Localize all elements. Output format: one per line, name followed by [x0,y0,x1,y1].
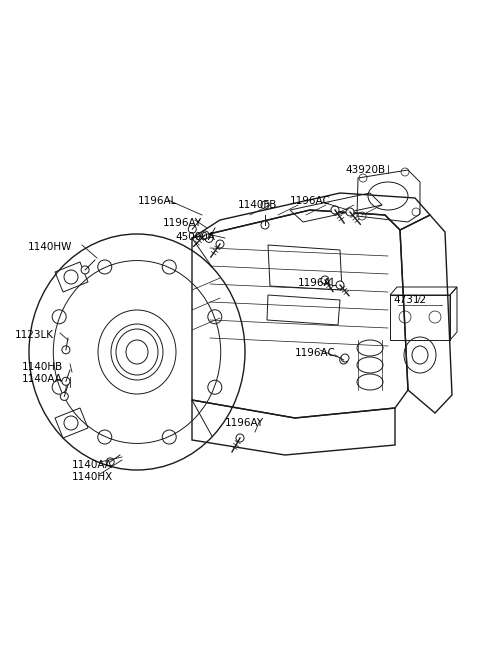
Text: 1196AY: 1196AY [225,418,264,428]
Ellipse shape [331,206,339,214]
Ellipse shape [216,240,224,248]
Ellipse shape [341,354,349,362]
Ellipse shape [201,231,209,239]
Text: 1140HW: 1140HW [28,242,72,252]
Text: 1140HB: 1140HB [22,362,63,372]
Text: 1140AA: 1140AA [22,374,63,384]
Text: 1140HX: 1140HX [72,472,113,482]
Text: 1196AC: 1196AC [295,348,336,358]
Ellipse shape [346,208,354,216]
Ellipse shape [62,377,70,385]
Text: 1140AA: 1140AA [72,460,113,470]
Ellipse shape [60,392,68,400]
Text: 1196AL: 1196AL [138,196,178,206]
Text: 45000A: 45000A [175,232,215,242]
Ellipse shape [236,434,244,442]
Text: 1196AL: 1196AL [298,278,337,288]
Ellipse shape [205,234,213,243]
Ellipse shape [62,346,70,354]
Ellipse shape [106,458,114,466]
Ellipse shape [340,356,348,364]
Text: 43920B: 43920B [345,165,385,175]
Text: 1140FB: 1140FB [238,200,277,210]
Ellipse shape [188,225,196,233]
Text: 1196AC: 1196AC [290,196,331,206]
Ellipse shape [261,221,269,229]
Ellipse shape [261,201,269,209]
Text: 1123LK: 1123LK [15,330,54,340]
Text: 1196AY: 1196AY [163,218,202,228]
Ellipse shape [336,281,344,289]
Ellipse shape [321,276,329,284]
Text: 47312: 47312 [393,295,426,305]
Ellipse shape [81,266,89,274]
